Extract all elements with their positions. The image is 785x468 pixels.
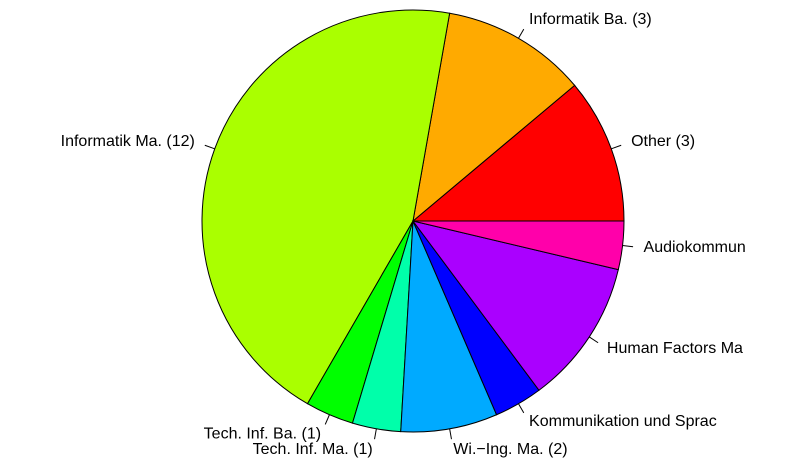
label-tick [518,403,525,414]
label-tick [589,336,599,344]
pie-slice [411,84,625,222]
label-tick [204,144,215,150]
label-tick [449,428,452,440]
pie-slice [412,12,576,223]
pie-slice [411,220,619,391]
pie-slice [201,9,451,405]
label-tick [324,414,330,425]
label-tick [518,28,525,39]
slice-label: Wi.−Ing. Ma. (2) [453,441,567,458]
slice-label: Tech. Inf. Ma. (1) [253,441,373,458]
slice-label: Audiokommun [644,239,746,256]
pie-slice [400,220,498,433]
slice-label: Other (3) [631,133,695,150]
label-tick [374,428,377,440]
label-tick [611,144,622,150]
label-tick [622,244,634,248]
slice-label: Human Factors Ma [607,340,743,357]
slice-label: Informatik Ba. (3) [529,11,652,28]
slice-label: Kommunikation und Sprac [529,413,717,430]
pie-slice [412,220,625,271]
slice-label: Informatik Ma. (12) [61,133,195,150]
slice-label: Tech. Inf. Ba. (1) [204,425,321,442]
